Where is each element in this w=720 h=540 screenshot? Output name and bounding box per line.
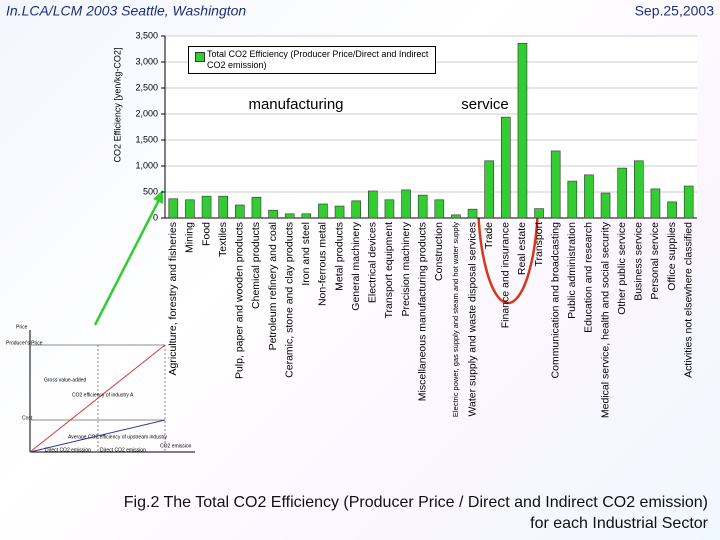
inset-label: Direct CO2 emission: [100, 447, 146, 453]
bar: [384, 199, 395, 219]
pointer-arrow: [93, 197, 162, 326]
bar: [517, 42, 528, 219]
bar: [235, 204, 245, 219]
inset-diagram: Price Producer's Price Gross value-added…: [6, 324, 195, 453]
bar: [567, 180, 578, 219]
bar: [301, 213, 312, 219]
bar: [201, 195, 212, 219]
x-tick-label: Water supply and waste disposal services: [466, 222, 478, 417]
bar: [417, 194, 428, 219]
x-tick-label: Education and research: [583, 222, 595, 333]
bar: [434, 199, 445, 219]
x-tick-label: Transport equipment: [383, 222, 395, 319]
x-tick-label: Textiles: [217, 222, 229, 257]
inset-label: CO2 emission: [160, 443, 192, 449]
bar: [185, 199, 195, 219]
x-tick-label: Chemical products: [250, 222, 262, 309]
legend-swatch: [195, 52, 205, 62]
x-tick-label: Finance and insurance: [500, 222, 512, 328]
annotation: service: [461, 96, 509, 113]
x-tick-label: Business service: [633, 222, 645, 301]
bar: [484, 160, 494, 219]
annotation: manufacturing: [248, 96, 343, 113]
inset-label: CO2 efficiency of industry A: [72, 392, 134, 398]
x-tick-label: Communication and broadcasting: [549, 222, 561, 379]
legend: Total CO2 Efficiency (Producer Price/Dir…: [188, 46, 436, 74]
inset-label: Direct CO2 emission: [45, 447, 91, 453]
x-tick-label: General machinery: [350, 221, 362, 310]
y-tick-label: 0: [153, 212, 158, 222]
x-tick-label: Non-ferrous metal: [317, 222, 329, 306]
x-tick-label: Electrical devices: [367, 222, 379, 303]
x-tick-label: Real estate: [516, 222, 528, 275]
x-tick-label: Personal service: [649, 222, 661, 300]
bar: [218, 195, 228, 219]
x-tick-label: Construction: [433, 222, 445, 281]
x-tick-label: Pulp, paper and wooden products: [234, 222, 246, 379]
x-tick-label: Activities not elsewhere classified: [682, 222, 694, 378]
bar: [534, 208, 544, 219]
x-tick-label: Mining: [184, 222, 196, 253]
x-tick-label: Metal products: [333, 222, 345, 291]
x-tick-label: Transport: [533, 222, 545, 267]
bar: [634, 160, 644, 219]
header-right: Sep.25,2003: [635, 3, 715, 19]
x-tick-label: Office supplies: [666, 222, 678, 291]
inset-label: Cost: [22, 415, 33, 421]
bar: [584, 174, 594, 219]
bar: [667, 201, 677, 219]
caption: for each Industrial Sector: [530, 515, 708, 532]
bar: [268, 209, 278, 219]
bar: [600, 192, 611, 219]
inset-label: Average CO2 efficiency of upstream indus…: [68, 434, 168, 440]
bar: [467, 208, 478, 219]
y-tick-label: 2,500: [135, 82, 158, 92]
x-tick-label: Miscellaneous manufacturing products: [416, 222, 428, 401]
inset-label: Gross value-added: [44, 377, 86, 383]
y-tick-label: 3,500: [135, 30, 158, 40]
bar: [251, 196, 262, 219]
x-tick-label: Public administration: [566, 222, 578, 319]
x-tick-label: Ceramic, stone and clay products: [283, 222, 295, 378]
bar: [168, 198, 179, 219]
bar: [401, 189, 411, 219]
x-tick-label: Medical service, health and social secur…: [599, 221, 611, 418]
bar: [683, 185, 694, 219]
x-tick-label: Other public service: [616, 222, 628, 315]
bar: [501, 116, 511, 219]
x-tick-label: Precision machinery: [400, 221, 412, 316]
arrow-head: [153, 190, 163, 204]
header-left: In.LCA/LCM 2003 Seattle, Washington: [6, 3, 246, 19]
inset-label: Producer's Price: [6, 340, 43, 346]
caption: Fig.2 The Total CO2 Efficiency (Producer…: [123, 494, 708, 511]
bar: [351, 200, 361, 219]
bar: [550, 150, 561, 219]
x-tick-label: Petroleum refinery and coal: [267, 222, 279, 350]
bar: [650, 188, 661, 219]
y-axis-label: CO2 Efficiency [yen/kg-CO2]: [112, 48, 122, 163]
bar: [318, 203, 328, 219]
x-tick-label: Agriculture, forestry and fisheries: [167, 222, 179, 375]
y-tick-label: 1,000: [135, 160, 158, 170]
inset-label: Price: [16, 324, 28, 330]
bar: [334, 205, 345, 219]
bar: [284, 213, 295, 219]
bar: [451, 214, 461, 219]
x-tick-label: Iron and steel: [300, 222, 312, 286]
bar: [617, 167, 627, 219]
x-tick-label: Electric power, gas supply and steam and…: [451, 222, 460, 417]
y-tick-label: 3,000: [135, 56, 158, 66]
bar: [368, 190, 378, 219]
y-tick-label: 500: [143, 186, 158, 196]
x-tick-label: Trade: [483, 222, 495, 249]
legend-label: Total CO2 Efficiency (Producer Price/Dir…: [207, 49, 429, 70]
y-tick-label: 1,500: [135, 134, 158, 144]
y-tick-label: 2,000: [135, 108, 158, 118]
x-tick-label: Food: [200, 222, 212, 246]
